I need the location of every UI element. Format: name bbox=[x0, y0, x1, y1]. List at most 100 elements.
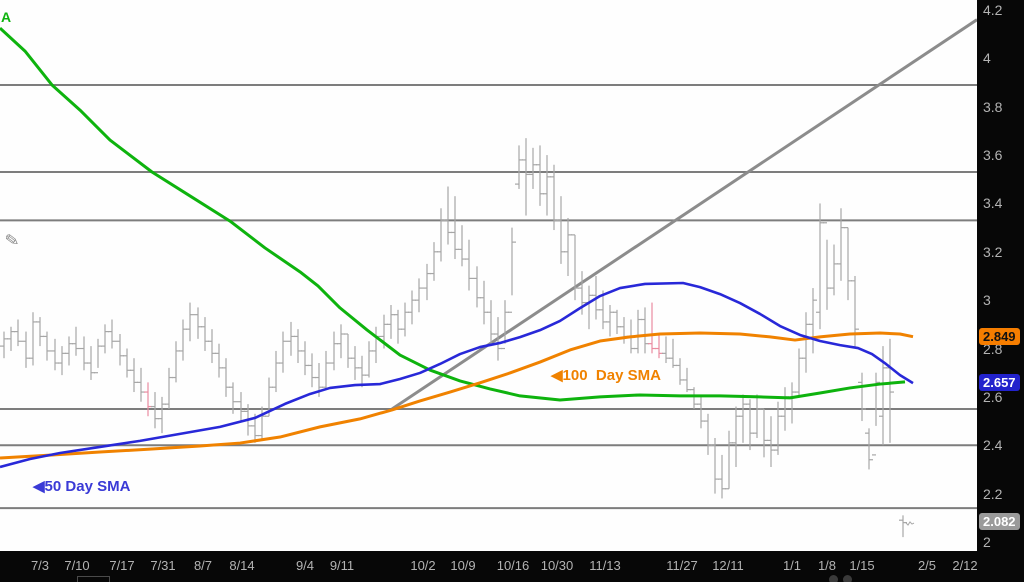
ohlc-bar bbox=[408, 290, 416, 325]
ohlc-bar bbox=[222, 358, 230, 397]
x-axis-label: 1/15 bbox=[849, 558, 875, 573]
ohlc-bar bbox=[823, 222, 831, 310]
x-axis-label: 1/1 bbox=[782, 558, 802, 573]
sma100-line bbox=[0, 331, 914, 460]
ohlc-bar bbox=[760, 408, 768, 458]
x-axis-label: 7/31 bbox=[150, 558, 176, 573]
ohlc-bar bbox=[387, 304, 395, 339]
x-axis-label: 8/14 bbox=[229, 558, 255, 573]
y-axis-label: 4.2 bbox=[983, 2, 1003, 18]
ohlc-bar bbox=[739, 394, 747, 443]
ohlc-bar bbox=[172, 341, 180, 383]
x-axis-label: 11/13 bbox=[589, 558, 621, 573]
y-axis-label: 2 bbox=[983, 533, 991, 550]
ohlc-bar bbox=[676, 358, 684, 385]
ohlc-bar bbox=[487, 300, 495, 347]
ohlc-bar bbox=[201, 317, 209, 351]
ohlc-bar bbox=[802, 312, 810, 373]
ohlc-bar bbox=[394, 309, 402, 344]
ohlc-bar bbox=[108, 319, 116, 349]
last-price-badge: 2.082 bbox=[979, 513, 1020, 531]
ohlc-bar bbox=[14, 319, 22, 347]
date-axis[interactable]: 7/3 7/10 7/17 7/31 8/7 8/14 9/4 9/11 10/2 10/9 10/… bbox=[0, 551, 1024, 582]
ohlc-bar bbox=[179, 319, 187, 361]
ohlc-bar bbox=[872, 372, 880, 456]
ohlc-bar bbox=[194, 307, 202, 339]
ohlc-bar bbox=[529, 147, 537, 189]
x-axis-label: 12/11 bbox=[712, 558, 744, 573]
ohlc-bar bbox=[29, 312, 37, 366]
ohlc-bar bbox=[58, 346, 66, 376]
ohlc-bar bbox=[473, 266, 481, 308]
ohlc-bar bbox=[123, 348, 131, 378]
ohlc-bar bbox=[208, 329, 216, 364]
y-axis-label: 3.8 bbox=[983, 98, 1003, 115]
x-axis-label: 2/12 bbox=[952, 558, 978, 573]
ohlc-bar bbox=[648, 302, 656, 354]
ohlc-bar bbox=[258, 406, 266, 441]
ohlc-bar bbox=[0, 331, 8, 359]
x-axis-label: 11/27 bbox=[666, 558, 698, 573]
ohlc-bar bbox=[465, 239, 473, 291]
ohlc-bar bbox=[137, 367, 145, 402]
y-axis-label: 2.2 bbox=[983, 485, 1003, 502]
ohlc-bar bbox=[87, 346, 95, 380]
ohlc-bar bbox=[606, 304, 614, 337]
ohlc-bar bbox=[697, 396, 705, 429]
ohlc-bar bbox=[7, 326, 15, 351]
ohlc-bar bbox=[22, 331, 30, 368]
ohlc-bar bbox=[725, 430, 733, 490]
trendline[interactable] bbox=[391, 18, 977, 411]
ohlc-bar bbox=[451, 196, 459, 260]
left-arrow-icon: ◀ bbox=[33, 478, 45, 495]
y-axis-label: 3 bbox=[983, 292, 991, 309]
ohlc-bar bbox=[165, 367, 173, 409]
ohlc-bar bbox=[437, 208, 445, 262]
y-axis-label: 3.2 bbox=[983, 243, 1003, 260]
ohlc-bar bbox=[613, 309, 621, 335]
left-arrow-icon: ◀ bbox=[551, 367, 563, 384]
ohlc-bar bbox=[753, 394, 761, 438]
ohlc-bar bbox=[337, 324, 345, 359]
ohlc-bar bbox=[358, 355, 366, 388]
ohlc-bar bbox=[851, 275, 859, 349]
ohlc-bar bbox=[669, 338, 677, 368]
price-axis[interactable]: 4.2 4 3.8 3.6 3.4 3.2 3 2.8 2.6 2.4 2.2 2 2.849 2.657… bbox=[977, 0, 1024, 551]
ohlc-bar bbox=[279, 331, 287, 373]
ohlc-bar bbox=[43, 331, 51, 361]
y-axis-label: 3.4 bbox=[983, 195, 1003, 212]
ohlc-bar bbox=[795, 348, 803, 397]
ohlc-bar bbox=[301, 341, 309, 376]
sma50-last-badge: 2.657 bbox=[979, 374, 1020, 392]
x-axis-label: 7/17 bbox=[109, 558, 135, 573]
sma50-line bbox=[0, 281, 914, 469]
x-axis-label: 8/7 bbox=[193, 558, 213, 573]
ohlc-bar bbox=[101, 324, 109, 354]
x-axis-label: 7/3 bbox=[30, 558, 50, 573]
ohlc-bar bbox=[844, 227, 852, 301]
ohlc-bar bbox=[458, 225, 466, 267]
y-axis-label: 2.6 bbox=[983, 388, 1003, 405]
ohlc-bar bbox=[564, 217, 572, 276]
sma100-last-badge: 2.849 bbox=[979, 327, 1020, 345]
ohlc-bar bbox=[788, 382, 796, 424]
ohlc-bar bbox=[144, 382, 152, 417]
ohlc-bar bbox=[865, 428, 873, 470]
x-axis-label: 10/16 bbox=[496, 558, 530, 573]
ohlc-bar bbox=[655, 334, 663, 359]
toolbar-dot-icon bbox=[843, 575, 852, 582]
plot-area: A ✎ ◀50 Day SMA ◀100 Day SMA bbox=[0, 0, 977, 551]
ohlc-bar bbox=[415, 278, 423, 313]
x-axis-label: 7/10 bbox=[64, 558, 90, 573]
ohlc-bar bbox=[899, 515, 907, 538]
ohlc-bar bbox=[634, 309, 642, 354]
ohlc-bar bbox=[732, 406, 740, 468]
ohlc-bar bbox=[401, 302, 409, 337]
ohlc-bar bbox=[816, 203, 824, 330]
y-axis-label: 2.4 bbox=[983, 437, 1003, 454]
sma100-label: ◀100 Day SMA bbox=[551, 367, 661, 384]
partial-toolbar-box bbox=[77, 576, 110, 582]
ohlc-bar bbox=[683, 367, 691, 393]
ohlc-bar bbox=[330, 331, 338, 371]
ohlc-bar bbox=[36, 317, 44, 347]
